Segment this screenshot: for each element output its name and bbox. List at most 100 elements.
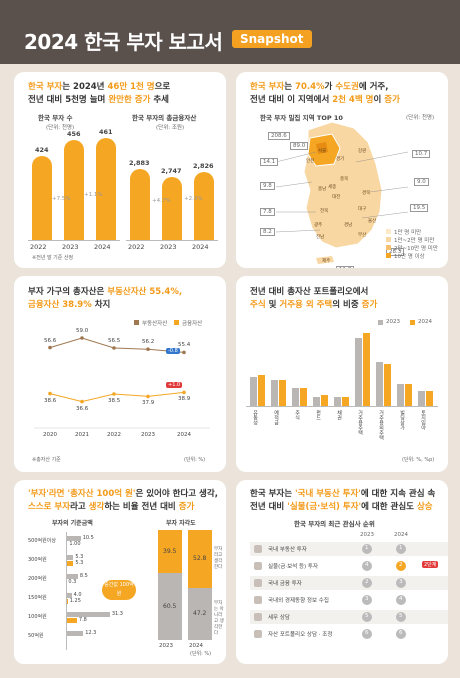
table-row: 실물(금·보석 등) 투자 4 2 [250,559,448,573]
item-icon [254,579,262,587]
estate-point [112,346,116,350]
year-label: 2023 [160,243,177,251]
bar-value: 1.25 [69,598,81,604]
criteria-title: 부자의 기준금액 [52,520,93,527]
bar-value: 461 [99,127,113,136]
bar-2023 [355,337,362,406]
bar-2023 [313,397,320,406]
chart2-unit: (단위: 조원) [156,125,185,131]
year-label: 2023 [159,643,173,649]
region-label: 서울 [318,149,327,154]
region-value: 10.7 [412,150,431,158]
bar-value: 8.5 [79,573,88,579]
region-value: 19.5 [410,204,429,212]
label-no: 부자는 아니라고 생각한다 [214,601,224,636]
rank-2024: 2 [399,562,403,568]
title-highlight: 46만 1천 명 [107,82,155,92]
bar-value: 2,747 [161,167,182,176]
awareness-title: 부자 자각도 [166,520,196,527]
rank-circle-2024 [396,595,406,605]
item-icon [254,562,262,570]
region-label: 부산 [358,233,367,238]
item-icon [254,613,262,621]
map-leader-lines [275,151,409,233]
estate-value: 56.6 [44,337,57,344]
stack-yes [158,530,182,574]
bar-2023 [292,388,299,406]
bar-value: 2,826 [193,162,214,171]
legend-item: 1만 명 미만 [394,230,422,236]
region-value: 28.3 [386,248,405,256]
table-row: 자산 포트폴리오 상담 · 조정 6 6 [250,627,448,641]
level-label: 300억원 [28,557,47,563]
year-label: 2024 [94,243,111,251]
year-label: 2022 [128,243,145,251]
region-label: 세종 [328,185,337,190]
rank-2023: 1 [365,545,369,551]
title-highlight: 완만한 증가 [108,95,151,105]
item-label: 자산 포트폴리오 상담 · 조정 [268,632,333,638]
rank-2024: 4 [399,596,403,602]
bar-value: 10.5 [82,535,94,541]
rank-circle-2024 [396,561,406,571]
item-label: 실물(금·보석 등) 투자 [268,564,319,570]
card-rich-count: 한국 부자는 2024년 46만 1천 명으로 전년 대비 5천명 늘며 완만한… [14,72,226,268]
level-label: 200억원 [28,576,47,582]
year-label: 2023 [141,432,155,438]
growth-label: +7.5% [52,196,71,202]
axis-line [28,240,120,241]
bar-2023 [66,555,74,560]
delta-finance-tag: +1.0 [166,382,183,388]
rank-circle-2024 [396,578,406,588]
stack-no [188,588,212,640]
card4-unit: (단위: %, %p) [402,457,435,463]
title-text: 전년 대비 이 지역에서 [250,95,330,105]
estate-value: 56.5 [108,338,121,344]
bar-2023 [271,379,278,406]
rank-circle-2023 [362,578,372,588]
bar [194,172,214,240]
legend-swatch-finance [174,320,179,325]
bar-value: 5.3 [75,560,84,566]
bar-2023 [376,362,383,406]
rank-2023: 4 [365,562,369,568]
year-label: 2022 [107,432,121,438]
title-highlight: '부자'라면 [28,489,65,499]
title-text: 전년 대비 5천명 늘며 [28,95,106,105]
chart1-unit: (단위: 천명) [46,125,75,131]
median-bubble: 중간값 100억원 [102,580,136,600]
table-row: 세무 상담 5 5 [250,610,448,624]
rank-2024: 6 [399,630,403,636]
bar [130,169,150,240]
rank-2024: 3 [399,579,403,585]
title-highlight: '실물(금·보석) 투자' [287,502,362,512]
axis-line [126,240,218,241]
map-seoul [316,142,328,154]
bar [64,140,84,240]
title-text: 한국 부자는 [250,489,293,499]
legend-item: 2만~10만 명 미만 [394,246,438,252]
stack-no [158,573,182,640]
title-highlight: 수도권 [335,82,359,92]
title-text: 전년 대비 총자산 포트폴리오에서 [250,287,369,297]
bar-2024 [384,364,391,406]
rank-circle-2024 [396,612,406,622]
title-highlight: 2천 4백 명 [332,95,374,105]
title-highlight: 주식 [250,300,266,310]
chart1-title: 한국 부자 수 [38,114,73,122]
asset-line-chart [34,336,210,429]
legend-swatch-2023 [378,320,383,325]
bar-2024 [342,397,349,406]
title-highlight: 증가 [361,300,378,310]
card1-title: 한국 부자는 2024년 46만 1천 명으로 전년 대비 5천명 늘며 완만한… [28,81,170,107]
card4-title: 전년 대비 총자산 포트폴리오에서 주식 및 거주용 외 주택의 비중 증가 [250,286,377,312]
legend-2024: 2024 [418,319,432,325]
card5-title: '부자'라면 '총자산 100억 원'은 있어야 한다고 생각, 스스로 부자라… [28,488,218,514]
bar-value: 12.3 [85,630,97,636]
estate-point [146,347,150,351]
region-value: 7.8 [260,208,275,216]
region-label: 경남 [344,223,353,228]
card-portfolio: 전년 대비 총자산 포트폴리오에서 주식 및 거주용 외 주택의 비중 증가 2… [236,276,448,472]
estate-point [182,350,186,355]
level-label: 500억원이상 [28,538,56,544]
